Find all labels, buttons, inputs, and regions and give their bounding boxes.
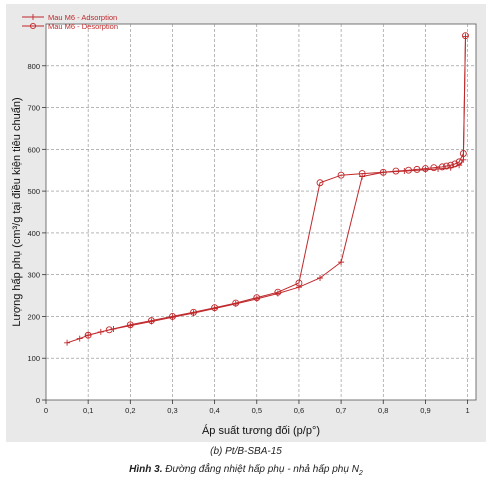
desorption-point (105, 326, 113, 334)
desorption-point (232, 299, 240, 307)
y-axis-title: Lượng hấp phụ (cm³/g tại điều kiện tiêu … (11, 97, 23, 326)
desorption-point (337, 171, 345, 179)
desorption-point (392, 167, 400, 175)
desorption-point (358, 170, 366, 178)
figure-label: Hình 3. (129, 464, 163, 475)
desorption-point (211, 304, 219, 312)
x-tick-label: 0,1 (83, 406, 93, 415)
adsorption-point (85, 332, 92, 339)
x-tick-label: 0,5 (252, 406, 262, 415)
x-tick-label: 0,4 (209, 406, 219, 415)
y-tick-label: 700 (27, 104, 40, 113)
figure-frame: 0 0,1 0,2 0,3 0,4 0,5 0,6 0,7 0,8 0,9 1 0 100 200 300 4… (6, 4, 486, 442)
desorption-point (438, 163, 446, 171)
x-tick-label: 1 (465, 406, 469, 415)
adsorption-point (338, 259, 345, 266)
x-tick-label: 0,2 (125, 406, 135, 415)
x-tick-label: 0,3 (167, 406, 177, 415)
x-tick-label: 0 (44, 406, 48, 415)
y-tick-label: 600 (27, 145, 40, 154)
grid-layer (46, 24, 476, 400)
desorption-point (405, 166, 412, 174)
y-tick-label: 0 (36, 396, 40, 405)
x-tick-label: 0,7 (336, 406, 346, 415)
desorption-point (459, 150, 467, 157)
axes-layer: 0 0,1 0,2 0,3 0,4 0,5 0,6 0,7 0,8 0,9 1 0 100 200 300 4… (27, 62, 469, 415)
desorption-point (169, 312, 176, 320)
desorption-point (190, 308, 197, 316)
legend-entry: Mau M6 - Desorption (48, 22, 118, 31)
desorption-point (84, 331, 92, 339)
x-tick-label: 0,8 (378, 406, 388, 415)
desorption-point (447, 161, 455, 169)
y-tick-label: 200 (27, 312, 40, 321)
adsorption-point (317, 275, 324, 282)
desorption-point (443, 162, 450, 170)
y-tick-label: 800 (27, 62, 40, 71)
x-axis-title: Áp suất tương đối (p/p°) (202, 424, 320, 437)
desorption-point (451, 160, 459, 168)
desorption-point (274, 288, 282, 296)
figure-subscript: 2 (358, 470, 363, 477)
desorption-point (126, 321, 134, 329)
series-layer (64, 32, 469, 346)
isotherm-chart: 0 0,1 0,2 0,3 0,4 0,5 0,6 0,7 0,8 0,9 1 0 100 200 300 4… (11, 13, 477, 437)
legend-marker-circle (29, 22, 37, 30)
x-tick-label: 0,9 (420, 406, 430, 415)
adsorption-point (76, 335, 83, 342)
x-tick-label: 0,6 (294, 406, 304, 415)
desorption-point (147, 317, 155, 325)
desorption-point (430, 164, 438, 172)
desorption-point (413, 165, 421, 173)
legend-marker-plus (30, 14, 36, 20)
y-tick-label: 400 (27, 229, 40, 238)
desorption-point (421, 165, 429, 173)
y-tick-label: 300 (27, 271, 40, 280)
desorption-point (253, 294, 261, 302)
desorption-point (462, 32, 469, 40)
figure-text: Đường đẳng nhiệt hấp phụ - nhả hấp phụ N (162, 464, 359, 475)
desorption-point (455, 158, 463, 166)
y-tick-label: 500 (27, 187, 40, 196)
desorption-point (316, 179, 324, 187)
desorption-point (379, 168, 387, 176)
adsorption-point (295, 284, 302, 291)
desorption-point (295, 279, 303, 287)
figure-caption: Hình 3. Đường đẳng nhiệt hấp phụ - nhả h… (0, 464, 492, 477)
y-tick-label: 100 (27, 354, 40, 363)
adsorption-point (64, 339, 71, 346)
legend-entry: Mau M6 - Adsorption (48, 13, 117, 22)
subcaption: (b) Pt/B-SBA-15 (210, 446, 282, 457)
plot-area (45, 23, 477, 401)
